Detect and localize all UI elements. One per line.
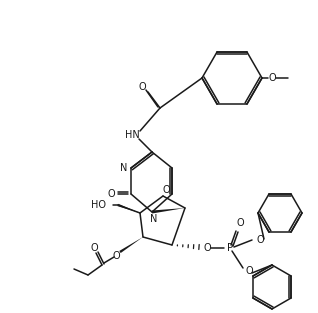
Polygon shape — [152, 208, 185, 213]
Text: O: O — [90, 243, 98, 253]
Text: O: O — [268, 73, 276, 83]
Text: P: P — [227, 243, 233, 253]
Text: O: O — [236, 218, 244, 228]
Text: N: N — [150, 214, 158, 224]
Text: O: O — [138, 82, 146, 92]
Text: O: O — [107, 189, 115, 199]
Polygon shape — [119, 237, 143, 253]
Text: O: O — [112, 251, 120, 261]
Text: HO: HO — [92, 200, 107, 210]
Text: N: N — [120, 163, 128, 173]
Text: HN: HN — [125, 130, 139, 140]
Text: O: O — [162, 185, 170, 195]
Text: O: O — [203, 243, 211, 253]
Text: O: O — [245, 266, 253, 276]
Text: O: O — [256, 235, 264, 245]
Polygon shape — [118, 204, 140, 213]
